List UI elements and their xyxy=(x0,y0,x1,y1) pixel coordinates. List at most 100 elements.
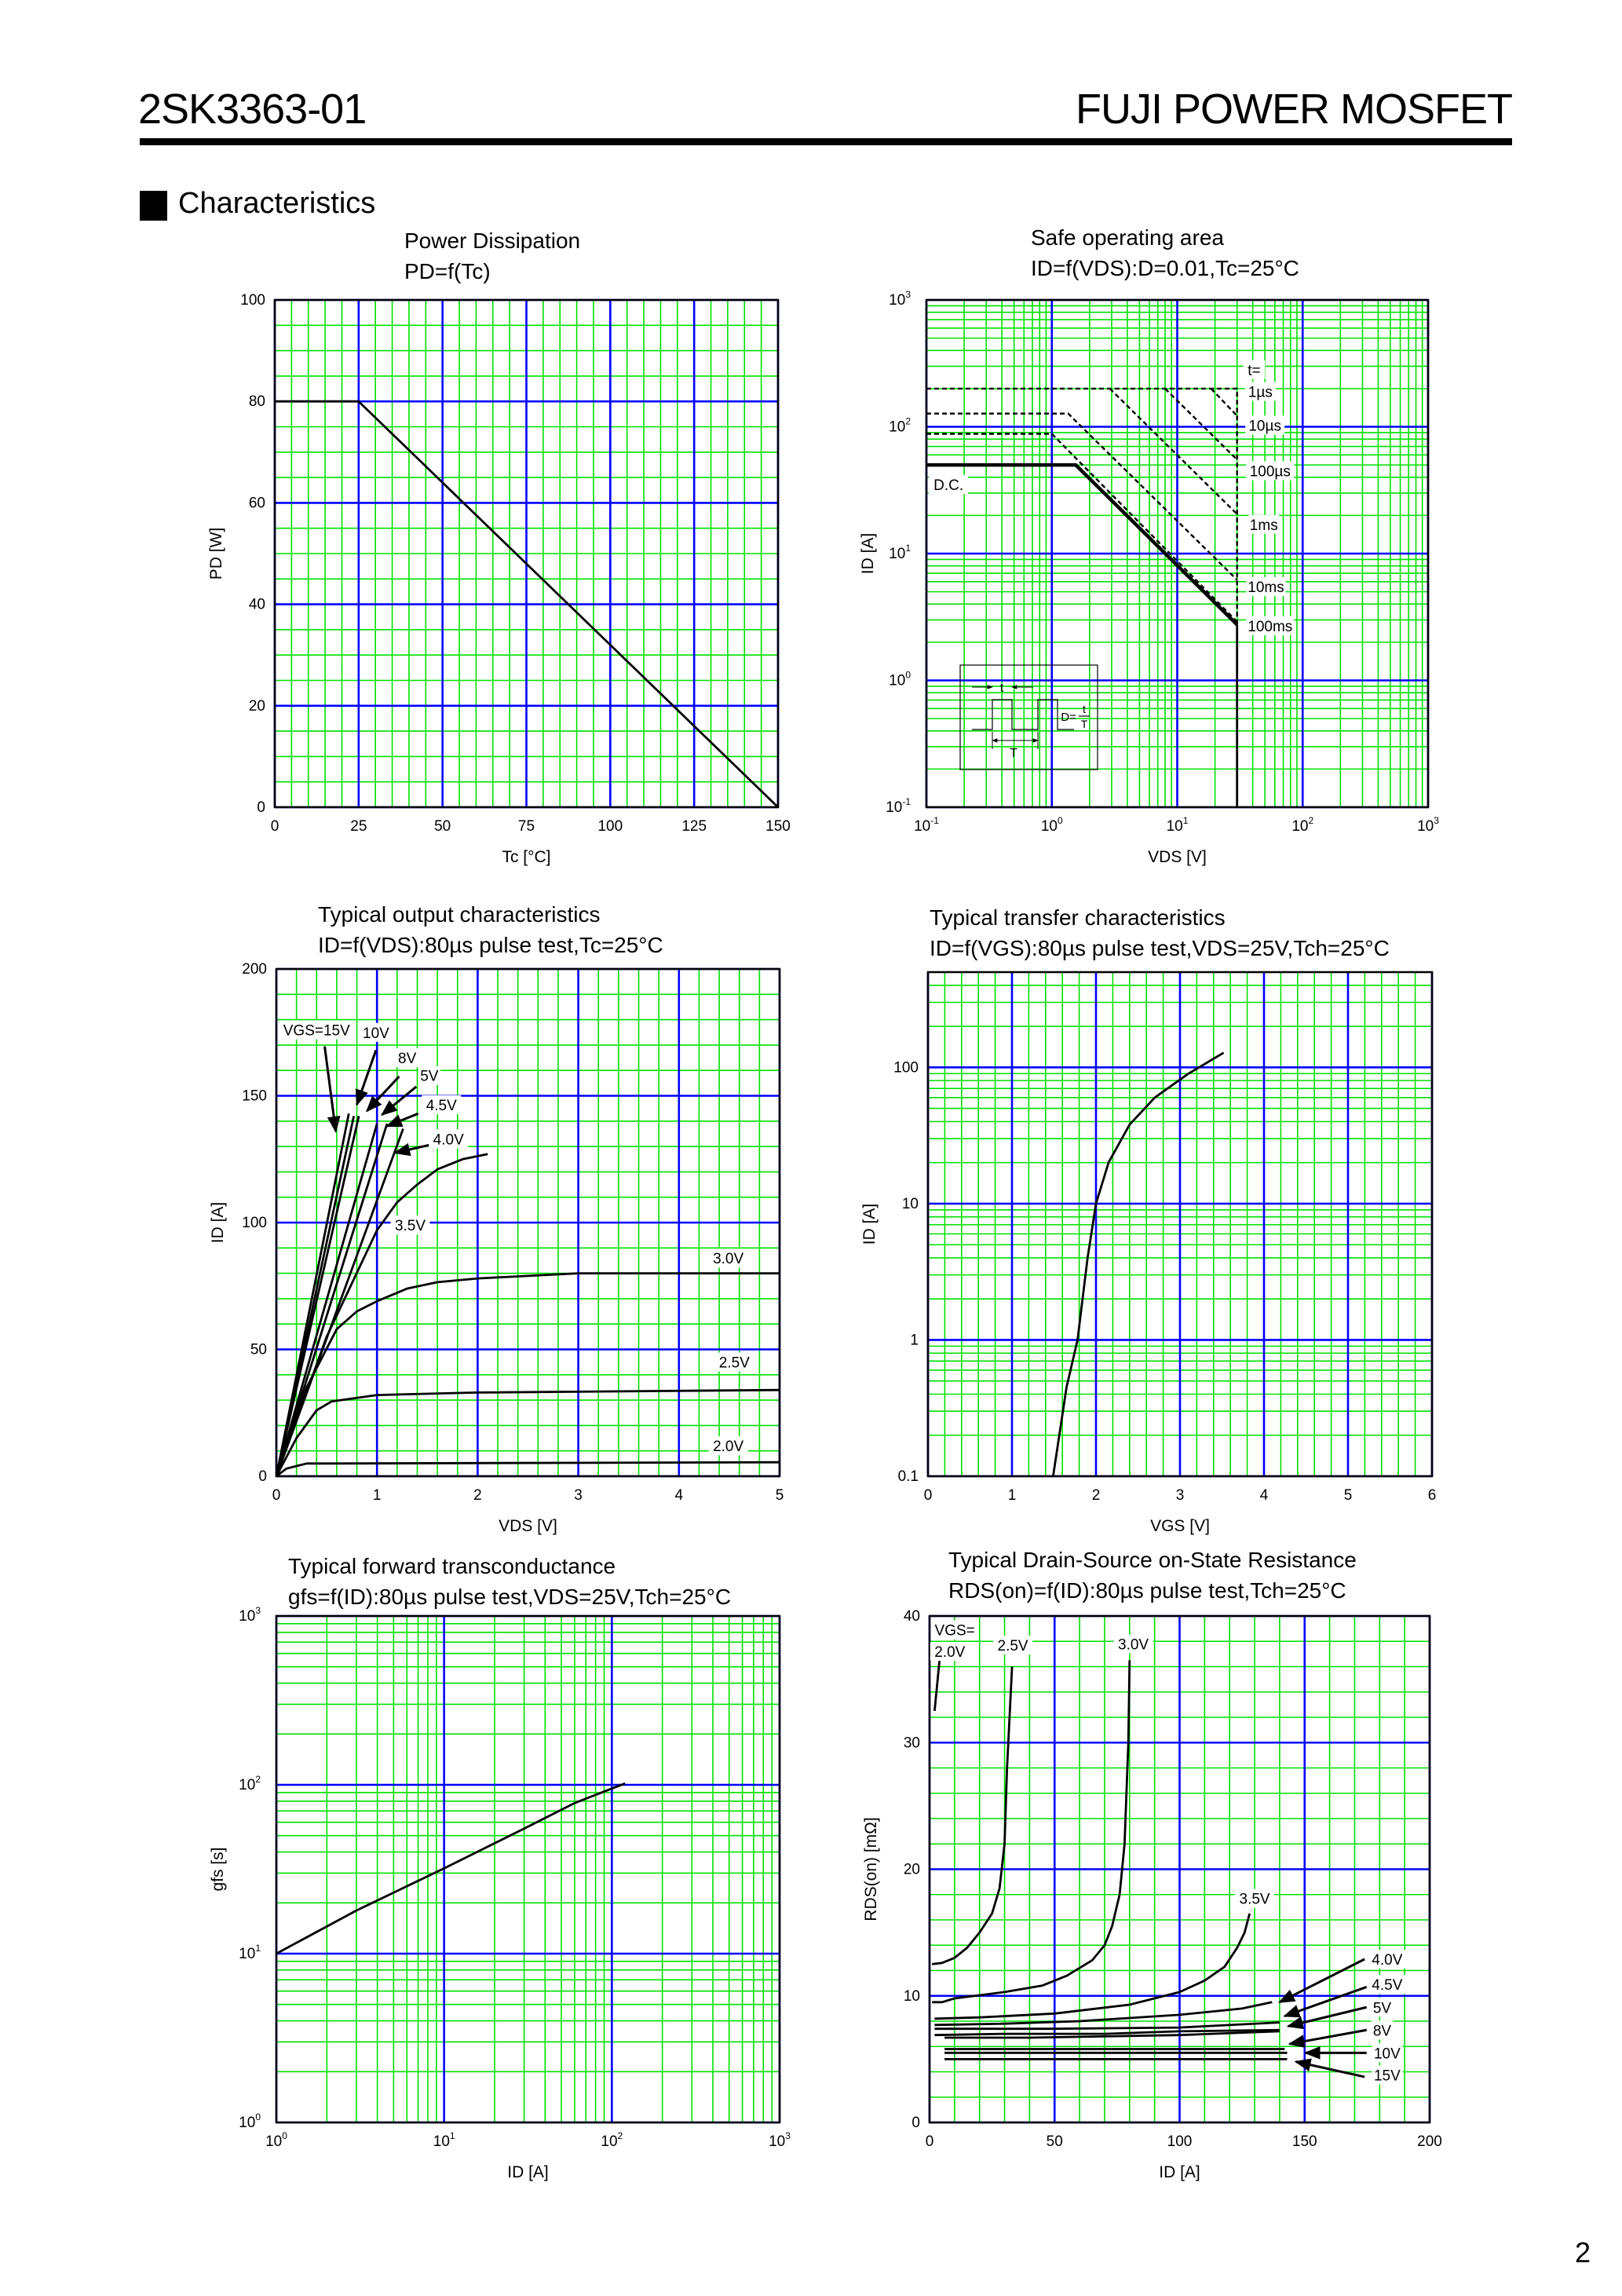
annotation-background xyxy=(1371,2020,1394,2040)
x-tick-label: 101 xyxy=(433,2130,455,2150)
x-tick-label: 102 xyxy=(601,2130,623,2150)
header-rule xyxy=(140,138,1512,145)
tick-exponent: 2 xyxy=(618,2130,623,2141)
curve-label: 4.5V xyxy=(426,1098,457,1114)
series-curve xyxy=(275,1115,360,1477)
x-tick-label: 6 xyxy=(1428,1487,1437,1504)
y-axis-label: RDS(on) [mΩ] xyxy=(862,1817,880,1921)
series-curve xyxy=(932,1660,1131,2004)
y-axis-label: PD [W] xyxy=(207,528,225,580)
pointer-arrow xyxy=(1283,1986,1368,2018)
series-curve xyxy=(934,2028,1280,2037)
tick-exponent: 0 xyxy=(1058,815,1063,826)
y-tick-label: 0 xyxy=(257,799,265,816)
annotation-background xyxy=(1371,1998,1394,2017)
tick-exponent: 2 xyxy=(905,416,911,427)
pointer-arrow xyxy=(365,1075,400,1113)
chart-title: Typical transfer characteristics xyxy=(930,905,1226,930)
x-tick-label: 101 xyxy=(1167,815,1189,835)
x-tick-label: 125 xyxy=(681,818,707,835)
curve-label: 8V xyxy=(398,1051,417,1067)
x-tick-label: 2 xyxy=(1092,1487,1101,1504)
annotation-background xyxy=(422,1095,462,1114)
y-tick-label: 101 xyxy=(889,543,911,562)
plot-frame xyxy=(925,298,1430,809)
y-axis-label: ID [A] xyxy=(209,1202,227,1244)
y-tick-label: 100 xyxy=(893,1059,919,1076)
tick-exponent: 1 xyxy=(905,543,911,554)
x-tick-label: 103 xyxy=(1417,815,1439,835)
series-curve xyxy=(275,1153,488,1477)
duty-cycle-inset: tTD=tT xyxy=(959,664,1098,770)
annotation-background xyxy=(1113,1634,1153,1654)
series-curve xyxy=(926,387,1238,625)
y-tick-label: 10-1 xyxy=(886,796,911,816)
curve-label: 3.5V xyxy=(1240,1892,1270,1908)
y-tick-label: 10 xyxy=(904,1988,920,2005)
curve-label: 100µs xyxy=(1250,464,1291,481)
x-tick-label: 0 xyxy=(924,1487,933,1504)
y-tick-label: 60 xyxy=(249,495,265,511)
page-number: 2 xyxy=(1575,2236,1591,2269)
curve-label: 8V xyxy=(1373,2023,1392,2039)
series-curve xyxy=(934,1913,1251,2020)
series-curve xyxy=(1164,388,1238,461)
inset-t-label: t xyxy=(1000,682,1004,695)
y-tick-label: 10 xyxy=(902,1196,919,1212)
tick-exponent: -1 xyxy=(930,815,939,826)
series-curve xyxy=(934,2001,1273,2027)
series-curve xyxy=(275,1123,378,1477)
curve-label: VGS=15V xyxy=(283,1023,350,1040)
curve-label: 4.0V xyxy=(433,1132,464,1148)
y-tick-label: 0.1 xyxy=(898,1468,919,1485)
pointer-arrow xyxy=(393,1143,430,1157)
chart-title-on-resistance: Typical Drain-Source on-State Resistance… xyxy=(948,1545,1357,1606)
series-curve xyxy=(275,1123,389,1477)
curve-label: D.C. xyxy=(933,477,963,494)
x-tick-label: 150 xyxy=(765,818,791,835)
pointer-arrow xyxy=(323,1046,341,1133)
y-tick-label: 0 xyxy=(258,1468,267,1485)
annotation-background xyxy=(1372,2065,1403,2085)
annotation-background xyxy=(935,1620,975,1640)
plot-frame xyxy=(273,298,780,809)
plot-frame xyxy=(275,1614,781,2124)
curve-label: 1µs xyxy=(1248,384,1273,400)
x-tick-label: 5 xyxy=(1344,1487,1353,1504)
section-title: Characteristics xyxy=(178,187,376,220)
x-axis-label: Tc [°C] xyxy=(502,848,550,866)
chart-title-output-characteristics: Typical output characteristics ID=f(VDS)… xyxy=(318,899,663,960)
y-tick-label: 102 xyxy=(889,416,911,436)
annotation-background xyxy=(714,1352,754,1372)
x-tick-label: 100 xyxy=(597,818,623,835)
annotation-background xyxy=(708,1436,748,1456)
series-curve xyxy=(1109,388,1238,515)
x-tick-label: 150 xyxy=(1292,2133,1317,2150)
x-tick-label: 102 xyxy=(1291,815,1313,835)
chart-title: Typical output characteristics xyxy=(318,902,601,927)
annotation-background xyxy=(708,1249,748,1268)
tick-exponent: 0 xyxy=(255,2111,261,2122)
plot-frame xyxy=(928,1614,1431,2124)
chart-title: Power Dissipation xyxy=(404,229,581,253)
x-axis-label: ID [A] xyxy=(507,2163,549,2181)
chart-title-transfer-characteristics: Typical transfer characteristics ID=f(VG… xyxy=(930,902,1390,963)
pulse-waveform xyxy=(972,699,1074,730)
y-axis-label: ID [A] xyxy=(859,533,877,575)
y-axis-label: gfs [s] xyxy=(209,1847,227,1891)
curve-label: 10V xyxy=(1374,2046,1401,2062)
x-tick-label: 50 xyxy=(1047,2133,1063,2150)
x-tick-label: 3 xyxy=(1176,1487,1185,1504)
x-tick-label: 100 xyxy=(265,2130,287,2150)
x-axis-label: VGS [V] xyxy=(1150,1517,1210,1535)
tick-exponent: 3 xyxy=(785,2130,791,2141)
chart-subtitle: ID=f(VDS):D=0.01,Tc=25°C xyxy=(1031,256,1299,280)
tick-exponent: 0 xyxy=(905,670,911,681)
annotation-background xyxy=(1367,1949,1407,1969)
curve-label: 3.0V xyxy=(713,1251,743,1267)
y-tick-label: 20 xyxy=(904,1862,920,1878)
y-tick-label: 103 xyxy=(889,289,911,309)
